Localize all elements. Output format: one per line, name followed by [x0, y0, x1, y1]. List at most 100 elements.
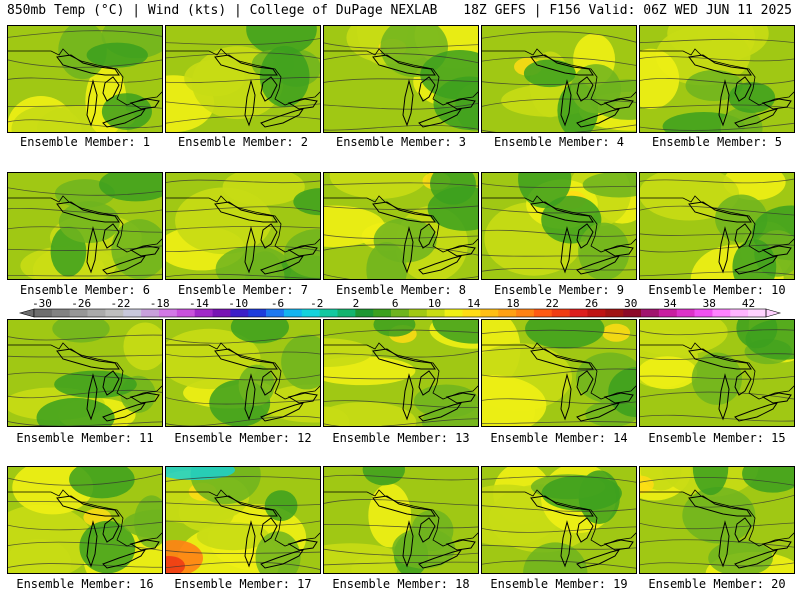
temperature-map	[7, 172, 163, 280]
panel-caption: Ensemble Member: 19	[490, 577, 628, 591]
temperature-map	[323, 319, 479, 427]
ensemble-panel	[323, 25, 479, 133]
colorbar-swatch	[158, 309, 178, 317]
panel-caption: Ensemble Member: 14	[490, 431, 628, 445]
colorbar-swatch	[408, 309, 428, 317]
panel-caption: Ensemble Member: 1	[19, 135, 151, 149]
ensemble-panel	[639, 172, 795, 280]
colorbar-tick-label: -14	[189, 297, 209, 310]
panel-caption: Ensemble Member: 17	[174, 577, 312, 591]
colorbar-swatch	[230, 309, 249, 317]
colorbar-swatch	[283, 309, 303, 317]
colorbar-swatch	[569, 309, 588, 317]
colorbar-tick-label: -26	[71, 297, 91, 310]
colorbar-graphic: -30 -26 -22 -18 -14 -10 -6 -2 2 6 10 14 18 22 26 30 34 38…	[18, 297, 782, 318]
colorbar-tick-label: 34	[663, 297, 677, 310]
temperature-map	[481, 25, 637, 133]
colorbar-tick-label: 14	[467, 297, 481, 310]
colorbar-swatch	[301, 309, 320, 317]
temperature-map	[165, 466, 321, 574]
colorbar-swatch	[712, 309, 731, 317]
colorbar-swatch	[587, 309, 606, 317]
colorbar-swatch	[480, 309, 499, 317]
colorbar-tick-label: -10	[228, 297, 248, 310]
temperature-colorbar: -30 -26 -22 -18 -14 -10 -6 -2 2 6 10 14 18 22 26 30 34 38…	[10, 296, 790, 322]
panel-caption: Ensemble Member: 7	[177, 283, 309, 297]
ensemble-panel	[481, 172, 637, 280]
ensemble-panel	[639, 25, 795, 133]
colorbar-swatch	[694, 309, 713, 317]
ensemble-panel	[639, 319, 795, 427]
colorbar-tick-label: 10	[428, 297, 441, 310]
ensemble-panel	[165, 466, 321, 574]
temperature-map	[165, 25, 321, 133]
colorbar-tick-label: -6	[271, 297, 284, 310]
panel-caption: Ensemble Member: 8	[335, 283, 467, 297]
colorbar-swatch	[212, 309, 231, 317]
panel-caption: Ensemble Member: 11	[16, 431, 154, 445]
colorbar-tick-label: 22	[546, 297, 559, 310]
ensemble-panel	[7, 466, 163, 574]
panel-caption: Ensemble Member: 5	[651, 135, 783, 149]
ensemble-panel	[639, 466, 795, 574]
colorbar-tick-label: 2	[353, 297, 360, 310]
colorbar-tick-label: 6	[392, 297, 399, 310]
temperature-map	[323, 25, 479, 133]
colorbar-swatch	[676, 309, 695, 317]
temperature-map	[323, 172, 479, 280]
colorbar-swatch	[426, 309, 445, 317]
temperature-map	[165, 319, 321, 427]
ensemble-panel	[165, 25, 321, 133]
temperature-map	[323, 466, 479, 574]
panel-caption: Ensemble Member: 9	[493, 283, 625, 297]
colorbar-swatch	[34, 309, 53, 317]
ensemble-panel	[323, 466, 479, 574]
panel-caption: Ensemble Member: 16	[16, 577, 154, 591]
temperature-map	[7, 466, 163, 574]
colorbar-tick-label: -30	[32, 297, 52, 310]
panel-caption: Ensemble Member: 4	[493, 135, 625, 149]
colorbar-swatch	[748, 309, 767, 317]
colorbar-swatch	[658, 309, 678, 317]
panel-caption: Ensemble Member: 2	[177, 135, 309, 149]
colorbar-swatch	[373, 309, 392, 317]
ensemble-panel	[165, 319, 321, 427]
run-info: 18Z GEFS | F156 Valid: 06Z WED JUN 11 20…	[463, 3, 792, 18]
temperature-map	[165, 172, 321, 280]
colorbar-swatch	[551, 309, 570, 317]
temperature-map	[7, 25, 163, 133]
panel-caption: Ensemble Member: 13	[332, 431, 470, 445]
colorbar-swatch	[69, 309, 88, 317]
ensemble-panel	[7, 319, 163, 427]
panel-caption: Ensemble Member: 10	[648, 283, 786, 297]
ensemble-panel	[165, 172, 321, 280]
ensemble-panel	[323, 172, 479, 280]
temperature-map	[7, 319, 163, 427]
colorbar-tick-label: 18	[506, 297, 519, 310]
temperature-map	[481, 172, 637, 280]
colorbar-swatch	[105, 309, 124, 317]
colorbar-swatch	[391, 309, 410, 317]
colorbar-swatch	[176, 309, 195, 317]
colorbar-swatch	[605, 309, 624, 317]
colorbar-swatch	[194, 309, 213, 317]
panel-caption: Ensemble Member: 6	[19, 283, 151, 297]
temperature-map	[481, 466, 637, 574]
product-title: 850mb Temp (°C) | Wind (kts) | College o…	[7, 3, 438, 18]
colorbar-tick-label: 38	[703, 297, 716, 310]
ensemble-panel	[481, 25, 637, 133]
colorbar-swatch	[355, 309, 374, 317]
panel-caption: Ensemble Member: 3	[335, 135, 467, 149]
temperature-map	[481, 319, 637, 427]
colorbar-swatch	[533, 309, 553, 317]
colorbar-tick-label: 30	[624, 297, 637, 310]
colorbar-swatch	[87, 309, 106, 317]
temperature-map	[639, 172, 795, 280]
colorbar-tick-label: -18	[150, 297, 170, 310]
colorbar-swatch	[730, 309, 749, 317]
colorbar-swatch	[141, 309, 160, 317]
colorbar-swatch	[641, 309, 660, 317]
ensemble-panel	[7, 25, 163, 133]
colorbar-swatch	[337, 309, 356, 317]
temperature-map	[639, 319, 795, 427]
